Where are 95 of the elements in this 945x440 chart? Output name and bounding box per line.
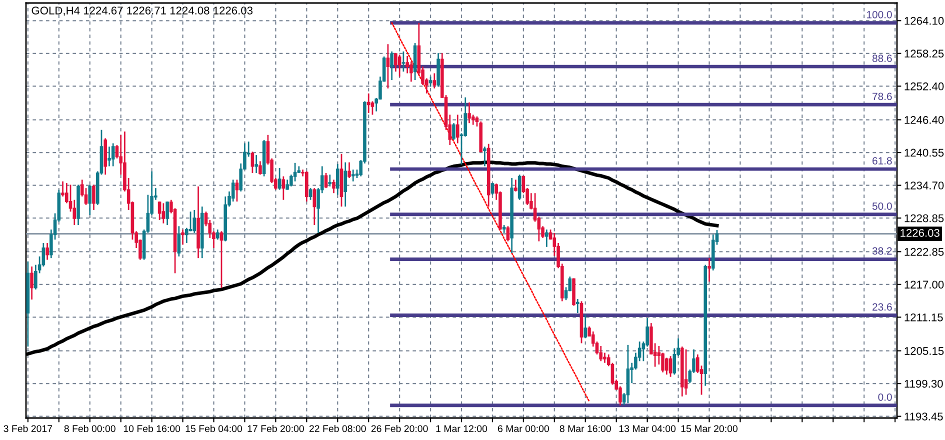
candlestick [506,225,510,242]
candlestick [398,54,402,78]
y-tick-label: 1222.85 [904,248,944,256]
candlestick [158,200,162,221]
x-tick-label: 3 Feb 2017 [4,424,52,432]
candlestick [576,298,580,314]
candlestick [428,76,432,88]
candlestick [344,162,348,208]
candlestick [92,184,96,211]
candlestick [456,114,460,144]
candlestick [46,242,49,260]
candlestick [584,314,588,339]
series-label: 50.0 [872,202,892,210]
series-label: 0.0 [878,393,892,401]
y-tick-label: 1211.15 [904,313,943,322]
candlestick [181,228,184,246]
y-tick-label: 1217.00 [904,280,944,289]
candlestick [88,184,92,216]
candlestick [490,182,494,196]
candlestick [386,43,390,90]
y-tick-label: 1252.40 [904,82,944,90]
candlestick [282,176,286,201]
y-tick-label: 1234.70 [904,182,944,190]
x-tick-label: 22 Feb 08:00 [309,424,366,432]
candlestick [483,146,486,167]
x-tick-label: 26 Feb 20:00 [371,424,428,432]
candlestick [599,345,603,362]
candlestick [162,202,166,224]
candlestick [351,168,355,182]
candlestick [250,151,254,174]
candlestick [390,50,394,81]
candlestick [665,357,668,376]
candlestick [668,355,672,378]
candlestick [336,163,340,196]
series-label: 61.8 [872,157,892,164]
candlestick [312,187,316,226]
x-tick-label: 1 Mar 12:00 [436,425,488,432]
candlestick [332,179,336,194]
candlestick [603,352,606,364]
candlestick [432,72,436,90]
candlestick [514,179,518,192]
y-tick-label: 1264.10 [904,16,944,25]
x-tick-label: 6 Mar 00:00 [498,425,549,432]
candlestick [220,230,224,288]
candlestick [108,146,111,167]
candlestick [324,172,328,189]
candlestick [177,225,181,258]
y-tick-label: 1258.25 [904,50,944,58]
candlestick [235,179,239,202]
candlestick [684,348,688,396]
x-tick-label: 8 Feb 00:00 [64,424,116,432]
x-tick-label: 8 Mar 16:00 [560,425,611,432]
candlestick [166,200,169,226]
x-tick-label: 17 Feb 20:00 [248,424,304,432]
candlestick [188,210,192,232]
candlestick [394,52,398,72]
candlestick [308,187,312,201]
x-tick-label: 10 Feb 16:00 [124,424,180,432]
x-tick-label: 15 Mar 20:00 [681,425,738,432]
candlestick [216,228,220,240]
line-series [391,22,590,402]
candlestick [468,102,471,124]
series-label: 23.6 [872,303,892,311]
candlestick [254,154,258,174]
candlestick [185,227,188,244]
candlestick [366,92,370,114]
y-tick-label: 1240.55 [904,148,944,157]
series-label: 100.0 [867,10,892,18]
series-label: 38.2 [872,247,892,255]
candlestick [402,50,406,72]
series-label: 78.6 [872,92,892,100]
y-tick-label: 1199.30 [904,380,943,388]
annotation: 1226.03 [900,228,940,237]
candlestick [278,167,282,190]
candlestick [293,162,297,182]
series-label: 88.6 [872,54,892,62]
candlestick [708,257,711,282]
candlestick [348,162,351,179]
candlestick [258,160,262,176]
candlestick [452,122,456,141]
candlestick [192,209,196,234]
chart-title: GOLD,H4 1224.67 1226.71 1224.08 1226.03 [32,6,253,16]
y-tick-label: 1205.15 [904,347,944,355]
candlestick [545,228,548,248]
candlestick [42,242,46,268]
x-tick-label: 13 Mar 04:00 [619,425,676,432]
candlestick [328,174,332,188]
y-tick-label: 1228.85 [904,214,944,222]
candlestick [231,179,235,202]
y-tick-label: 1246.40 [904,116,944,124]
candlestick [30,266,34,300]
candlestick [518,174,522,201]
y-tick-label: 1193.45 [904,412,943,420]
x-tick-label: 15 Feb 04:00 [186,424,242,432]
candlestick [111,142,115,167]
